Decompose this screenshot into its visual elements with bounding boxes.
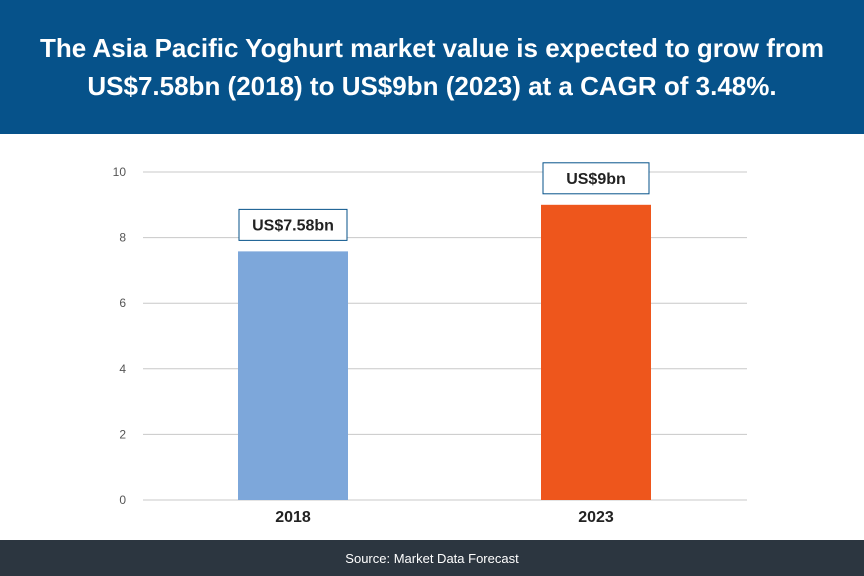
- data-label: US$7.58bn: [252, 217, 334, 234]
- x-axis-ticks: 2018 2023: [275, 509, 614, 526]
- y-tick-label: 6: [119, 296, 126, 310]
- x-tick-label: 2023: [578, 509, 614, 526]
- y-tick-label: 10: [113, 165, 127, 179]
- bar-2018: [238, 251, 348, 500]
- source-note: Source: Market Data Forecast: [345, 550, 519, 566]
- y-tick-label: 2: [119, 427, 126, 441]
- headline: The Asia Pacific Yoghurt market value is…: [39, 33, 825, 101]
- y-tick-label: 8: [119, 231, 126, 245]
- header-banner: The Asia Pacific Yoghurt market value is…: [0, 0, 864, 134]
- y-axis-ticks: 0 2 4 6 8 10: [113, 165, 127, 507]
- y-tick-label: 0: [119, 493, 126, 507]
- bar-2023: [541, 204, 651, 501]
- data-label-box: [238, 208, 348, 241]
- bar-chart: 0 2 4 6 8 10 US$7.58bn US$9bn 2018 2023: [113, 162, 747, 526]
- y-tick-label: 4: [119, 362, 126, 376]
- data-labels: US$7.58bn US$9bn: [238, 162, 650, 241]
- gridlines: [143, 171, 747, 501]
- footer-bar: Source: Market Data Forecast: [0, 540, 864, 576]
- chart-area: 0 2 4 6 8 10 US$7.58bn US$9bn 2018 2023: [0, 134, 864, 540]
- x-tick-label: 2018: [275, 509, 311, 526]
- data-label-box: [542, 162, 650, 195]
- data-label: US$9bn: [566, 171, 626, 188]
- bars: [238, 204, 651, 501]
